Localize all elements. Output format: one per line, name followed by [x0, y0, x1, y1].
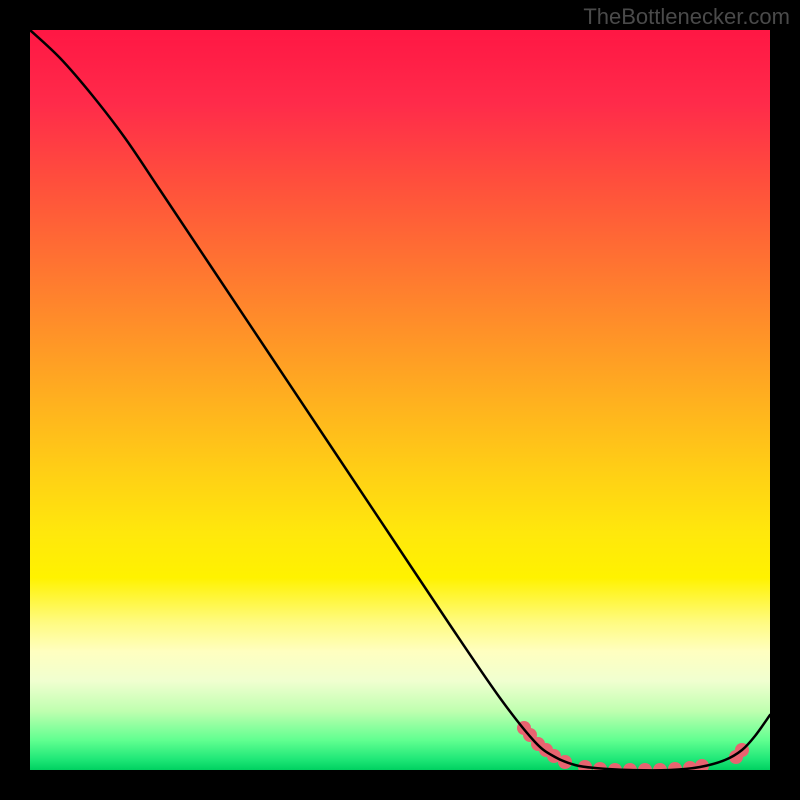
chart-container: TheBottlenecker.com [0, 0, 800, 800]
bottleneck-curve [30, 30, 770, 770]
watermark-text: TheBottlenecker.com [583, 4, 790, 30]
curve-layer [30, 30, 770, 770]
data-marker [638, 763, 652, 770]
plot-area [30, 30, 770, 770]
